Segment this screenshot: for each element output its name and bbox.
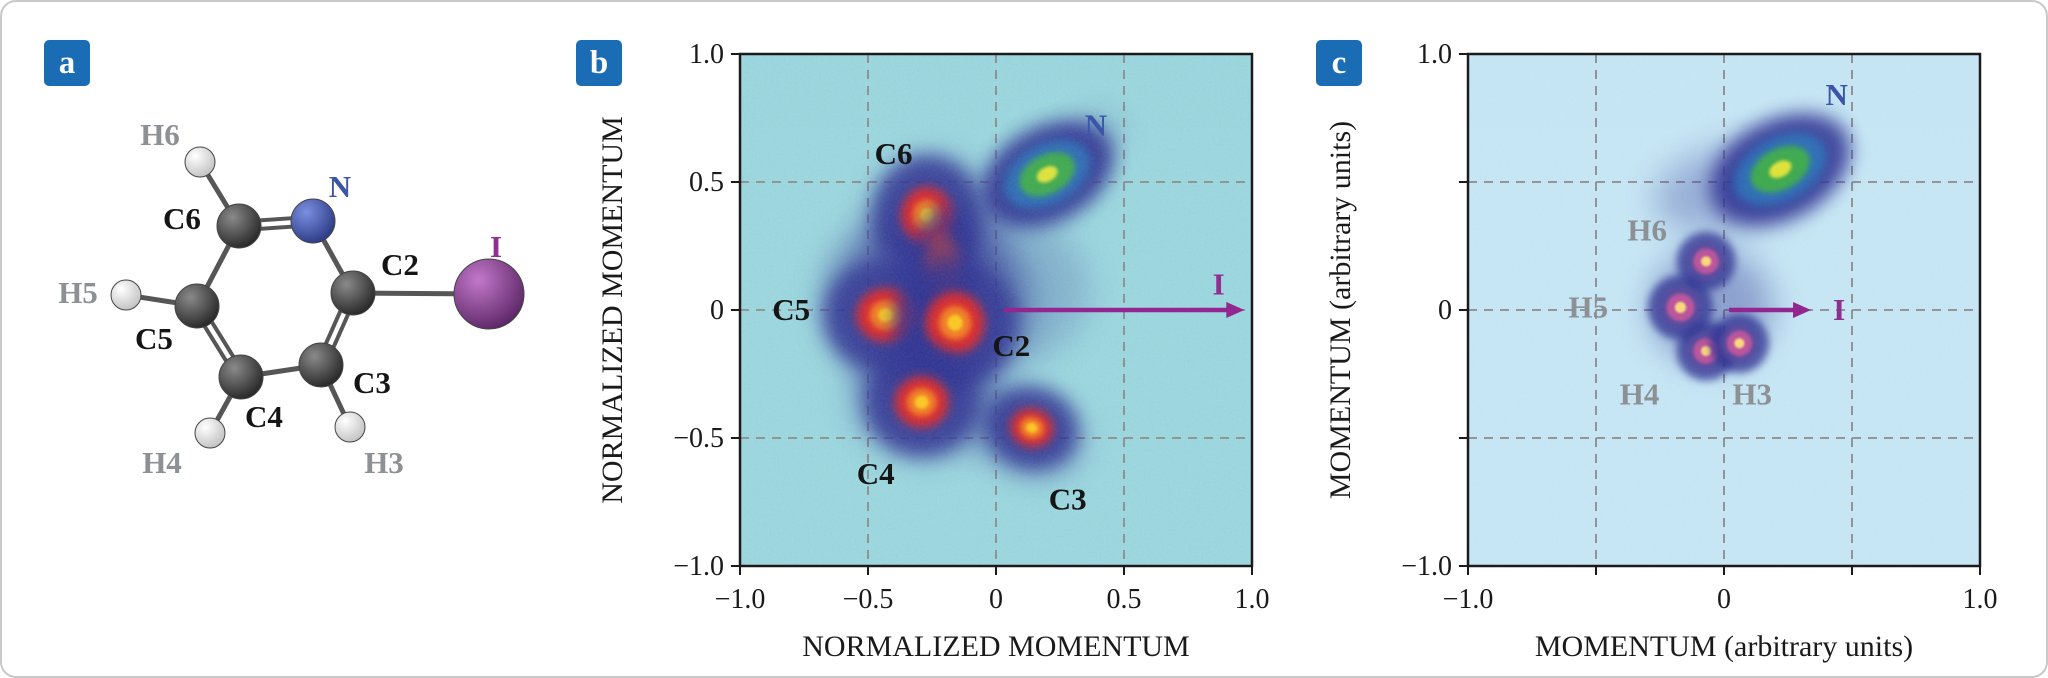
heatmap-hydrogen-momentum: N H6 H5 H4 H3 I −1.0 0 1.0 −1.0 0 1.0 MOMENTUM (arbi… [1298,2,2046,676]
panel-b-label: b [576,40,622,86]
feature-label-C3: C3 [1049,481,1087,516]
svg-text:−1.0: −1.0 [673,551,724,582]
atom-labels: H6 H5 H4 H3 C6 C5 C4 C3 N C2 I [58,117,502,480]
svg-text:0.5: 0.5 [1107,584,1142,615]
atom-label-C3: C3 [353,365,391,400]
atom-N [290,198,336,244]
atom-H4 [194,417,226,449]
feature-labels: N H6 H5 H4 H3 I [1569,77,1848,412]
atom-label-C6: C6 [163,201,201,236]
svg-text:−1.0: −1.0 [715,584,766,615]
molecule-diagram: H6 H5 H4 H3 C6 C5 C4 C3 N C2 I [2,2,550,676]
y-axis-title: NORMALIZED MOMENTUM [596,116,629,503]
svg-text:1.0: 1.0 [1235,584,1270,615]
atom-H6 [184,146,216,178]
heatmap-carbon-momentum: C6 N C5 C2 C4 C3 I −1.0 −0.5 0 0.5 1.0 −1.0 −0.5 0 0.5 1… [550,2,1298,676]
svg-text:−0.5: −0.5 [843,584,894,615]
x-axis-title: MOMENTUM (arbitrary units) [1535,630,1913,663]
axis-ticks [731,53,1253,575]
svg-text:−1.0: −1.0 [1443,584,1494,615]
svg-text:1.0: 1.0 [1963,584,1998,615]
atom-label-H3: H3 [364,445,404,480]
feature-label-I: I [1213,266,1225,301]
heatmap-svg: C6 N C5 C2 C4 C3 I −1.0 −0.5 0 0.5 1.0 −1.0 −0.5 0 0.5 1… [596,39,1270,663]
atom-C6 [216,203,262,249]
density-blobs [1468,54,1980,566]
feature-label-N: N [1825,77,1847,112]
feature-label-H3: H3 [1732,376,1772,411]
atom-H5 [110,279,142,311]
svg-text:−1.0: −1.0 [1401,551,1452,582]
axis-ticks [1459,53,1981,575]
feature-label-I: I [1833,292,1845,327]
iodine-arrow-icon [1729,302,1812,318]
svg-text:0: 0 [1438,295,1452,326]
atom-label-H5: H5 [58,275,98,310]
panel-a-label: a [44,40,90,86]
molecule-svg: H6 H5 H4 H3 C6 C5 C4 C3 N C2 I [58,117,525,480]
y-axis-title: MOMENTUM (arbitrary units) [1324,121,1357,499]
atom-H3 [334,411,366,443]
tick-labels: −1.0 −0.5 0 0.5 1.0 −1.0 −0.5 0 0.5 1.0 [673,39,1269,615]
atom-label-C2: C2 [381,247,419,282]
iodine-arrow-icon [1003,302,1245,318]
atoms [110,146,525,449]
panel-a: a H6 H5 H4 H3 C6 C5 C4 C3 N C2 I [2,2,550,676]
atom-label-N: N [329,169,351,204]
heatmap-svg: N H6 H5 H4 H3 I −1.0 0 1.0 −1.0 0 1.0 MOMENTUM (arbi… [1324,39,1998,663]
atom-C5 [174,283,220,329]
atom-label-H6: H6 [140,117,180,152]
panel-b: b C6 N C5 C2 C4 C3 I −1.0 −0.5 0 0.5 1.0 −1.0 −0.5 0 0.… [550,2,1298,676]
panel-c: c N H6 H5 H4 H3 I −1.0 0 1.0 −1.0 0 1.0 MOMENTUM (ar… [1298,2,2046,676]
feature-label-H4: H4 [1620,376,1660,411]
tick-labels: −1.0 0 1.0 −1.0 0 1.0 [1401,39,1997,615]
svg-text:1.0: 1.0 [689,39,724,70]
svg-text:1.0: 1.0 [1417,39,1452,70]
atom-C3 [298,342,344,388]
feature-label-C2: C2 [992,328,1030,363]
svg-text:0: 0 [1717,584,1731,615]
panel-c-label: c [1316,40,1362,86]
atom-label-C4: C4 [245,399,283,434]
feature-labels: C6 N C5 C2 C4 C3 I [772,108,1225,517]
atom-label-C5: C5 [135,321,173,356]
svg-text:0.5: 0.5 [689,167,724,198]
feature-label-N: N [1085,108,1107,143]
atom-label-H4: H4 [142,445,182,480]
feature-label-C4: C4 [857,456,895,491]
feature-label-C6: C6 [875,136,913,171]
svg-text:0: 0 [710,295,724,326]
atom-C2 [330,270,376,316]
atom-label-I: I [490,229,502,264]
x-axis-title: NORMALIZED MOMENTUM [802,630,1189,663]
atom-C4 [218,354,264,400]
svg-text:−0.5: −0.5 [673,423,724,454]
svg-text:0: 0 [989,584,1003,615]
atom-I [453,258,525,330]
feature-label-H6: H6 [1627,213,1667,248]
feature-label-C5: C5 [772,292,810,327]
feature-label-H5: H5 [1569,289,1609,324]
